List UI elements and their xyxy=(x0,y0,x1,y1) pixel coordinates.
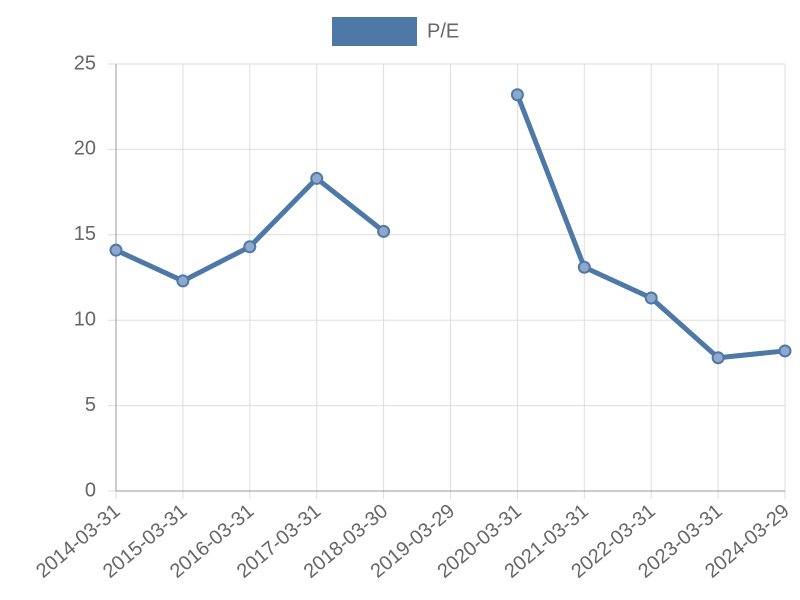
point xyxy=(377,224,391,238)
point xyxy=(176,274,190,288)
y-tick-label: 5 xyxy=(85,394,96,416)
point xyxy=(711,351,725,365)
point xyxy=(109,243,123,257)
y-tick-label: 25 xyxy=(74,52,96,74)
y-tick-label: 20 xyxy=(74,138,96,160)
y-tick-label: 0 xyxy=(85,479,96,501)
y-tick-label: 10 xyxy=(74,308,96,330)
point xyxy=(310,171,324,185)
point xyxy=(510,88,524,102)
legend-label: P/E xyxy=(427,20,459,42)
point xyxy=(778,344,792,358)
y-tick-label: 15 xyxy=(74,223,96,245)
point xyxy=(577,260,591,274)
legend-swatch xyxy=(332,17,417,46)
point xyxy=(644,291,658,305)
point xyxy=(243,240,257,254)
